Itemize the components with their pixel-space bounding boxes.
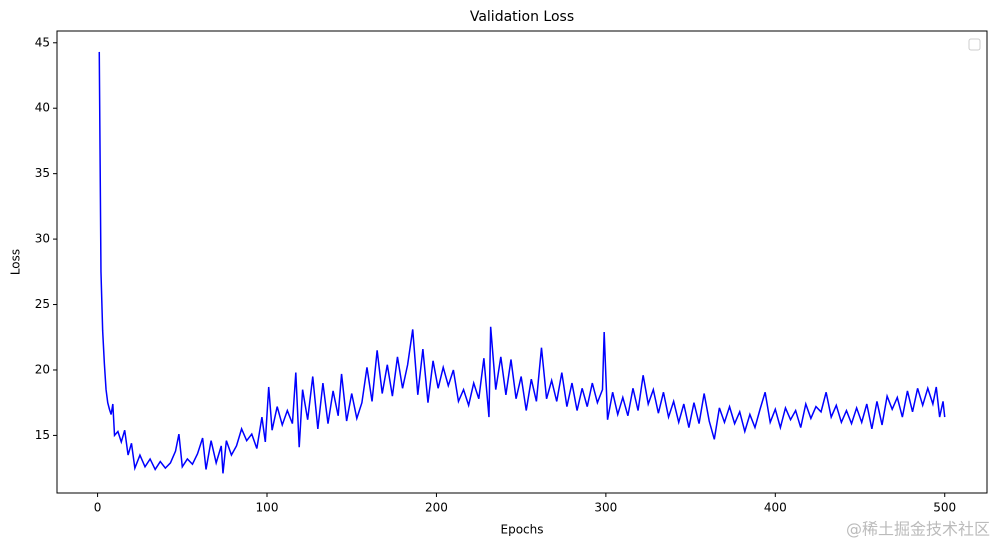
y-tick-label: 30	[35, 232, 50, 246]
x-tick-label: 500	[933, 501, 956, 515]
x-tick-label: 100	[256, 501, 279, 515]
y-tick-label: 40	[35, 101, 50, 115]
x-tick-label: 200	[425, 501, 448, 515]
plot-frame	[56, 30, 988, 494]
legend-box	[968, 38, 981, 51]
y-tick-label: 25	[35, 297, 50, 311]
x-axis-label: Epochs	[501, 523, 544, 537]
y-tick-label: 45	[35, 35, 50, 49]
x-tick-label: 400	[764, 501, 787, 515]
line-series	[98, 51, 946, 474]
chart-title: Validation Loss	[470, 9, 574, 25]
y-tick-label: 35	[35, 166, 50, 180]
x-tick-label: 300	[594, 501, 617, 515]
y-axis-label: Loss	[9, 249, 23, 275]
y-tick-label: 20	[35, 362, 50, 376]
x-tick-label: 0	[94, 501, 102, 515]
watermark: @稀土掘金技术社区	[846, 520, 990, 539]
y-tick-label: 15	[35, 428, 50, 442]
